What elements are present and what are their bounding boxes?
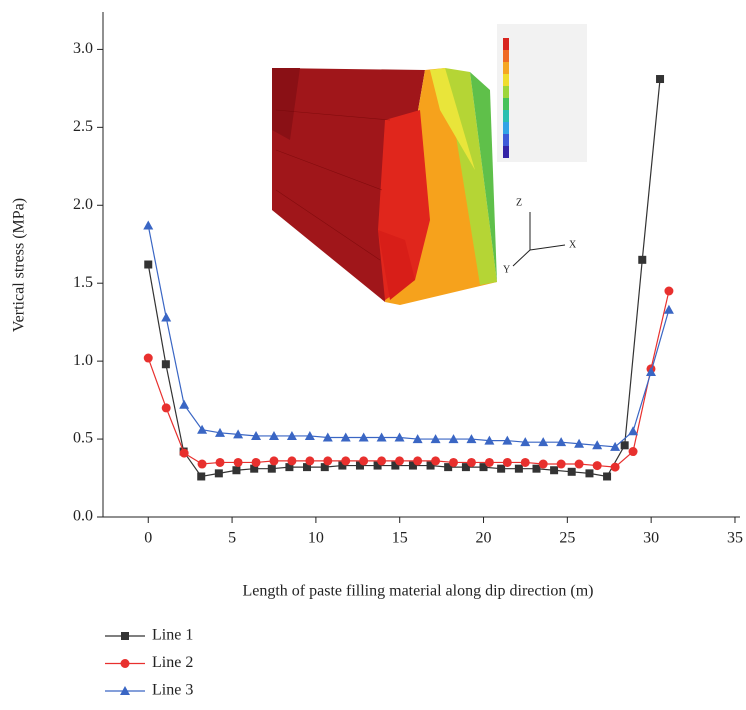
marker bbox=[497, 465, 505, 473]
inset-axis-label: X bbox=[569, 239, 577, 250]
marker bbox=[162, 360, 170, 368]
marker bbox=[539, 460, 548, 469]
x-tick-label: 0 bbox=[144, 530, 152, 547]
y-tick-label: 0.0 bbox=[73, 508, 93, 525]
marker bbox=[161, 312, 171, 321]
marker bbox=[521, 458, 530, 467]
marker bbox=[252, 458, 261, 467]
x-tick-label: 5 bbox=[228, 530, 236, 547]
marker bbox=[638, 256, 646, 264]
marker bbox=[585, 469, 593, 477]
x-tick-label: 25 bbox=[559, 530, 575, 547]
marker bbox=[395, 456, 404, 465]
marker bbox=[550, 466, 558, 474]
marker bbox=[467, 458, 476, 467]
marker bbox=[377, 456, 386, 465]
marker bbox=[180, 449, 189, 458]
marker bbox=[515, 465, 523, 473]
marker bbox=[234, 458, 243, 467]
marker bbox=[143, 221, 153, 230]
x-tick-label: 15 bbox=[392, 530, 408, 547]
marker bbox=[144, 354, 153, 363]
y-axis-title: Vertical stress (MPa) bbox=[11, 198, 28, 332]
inset-model bbox=[272, 68, 497, 305]
x-tick-label: 30 bbox=[643, 530, 659, 547]
marker bbox=[611, 463, 620, 472]
x-tick-label: 35 bbox=[727, 530, 743, 547]
marker bbox=[664, 286, 673, 295]
marker bbox=[431, 456, 440, 465]
legend-label: Line 2 bbox=[152, 654, 193, 671]
marker bbox=[323, 456, 332, 465]
marker bbox=[359, 456, 368, 465]
marker bbox=[216, 458, 225, 467]
marker bbox=[568, 468, 576, 476]
chart: Z X Y Length of paste filling material a… bbox=[0, 0, 746, 705]
marker bbox=[198, 460, 207, 469]
marker bbox=[268, 465, 276, 473]
legend-marker bbox=[121, 659, 130, 668]
marker bbox=[603, 472, 611, 480]
marker bbox=[215, 469, 223, 477]
marker bbox=[621, 441, 629, 449]
marker bbox=[629, 447, 638, 456]
legend-marker bbox=[121, 632, 129, 640]
y-tick-label: 1.5 bbox=[73, 274, 93, 291]
marker bbox=[628, 426, 638, 435]
marker bbox=[341, 456, 350, 465]
x-axis-title: Length of paste filling material along d… bbox=[242, 583, 593, 600]
legend-label: Line 1 bbox=[152, 627, 193, 644]
marker bbox=[232, 466, 240, 474]
inset-colorbar bbox=[497, 24, 587, 162]
marker bbox=[503, 458, 512, 467]
marker bbox=[162, 403, 171, 412]
y-tick-label: 3.0 bbox=[73, 40, 93, 57]
inset-axis-label: Y bbox=[503, 264, 510, 275]
y-tick-label: 0.5 bbox=[73, 430, 93, 447]
y-tick-label: 2.5 bbox=[73, 118, 93, 135]
marker bbox=[197, 472, 205, 480]
marker bbox=[575, 460, 584, 469]
marker bbox=[287, 456, 296, 465]
y-tick-label: 2.0 bbox=[73, 196, 93, 213]
x-tick-label: 10 bbox=[308, 530, 324, 547]
inset-axis-label: Z bbox=[516, 197, 522, 208]
marker bbox=[197, 425, 207, 434]
marker bbox=[413, 456, 422, 465]
inset-triad bbox=[513, 212, 565, 266]
marker bbox=[144, 261, 152, 269]
marker bbox=[179, 400, 189, 409]
marker bbox=[485, 458, 494, 467]
x-tick-label: 20 bbox=[476, 530, 492, 547]
marker bbox=[656, 75, 664, 83]
marker bbox=[269, 456, 278, 465]
legend-label: Line 3 bbox=[152, 682, 193, 699]
y-tick-label: 1.0 bbox=[73, 352, 93, 369]
marker bbox=[557, 460, 566, 469]
marker bbox=[449, 458, 458, 467]
series-line bbox=[148, 291, 669, 467]
marker bbox=[305, 456, 314, 465]
marker bbox=[593, 461, 602, 470]
